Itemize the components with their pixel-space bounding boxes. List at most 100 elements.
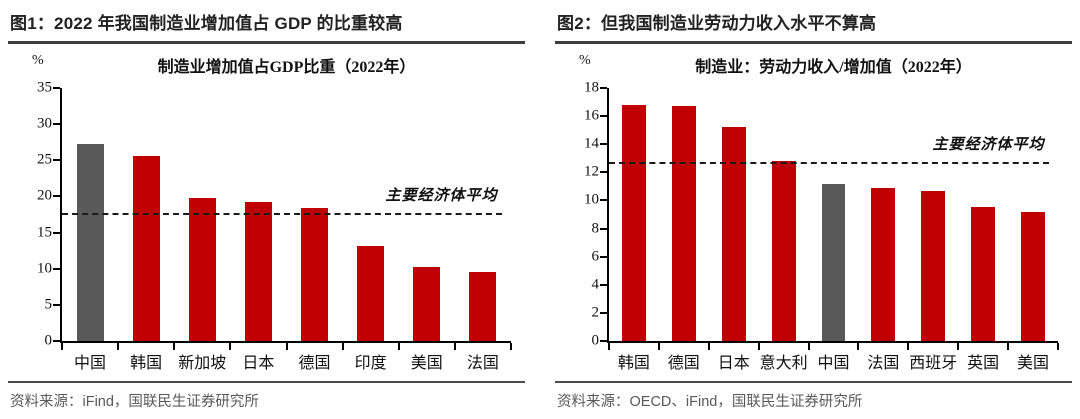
y-axis-tick-mark [600,143,607,146]
y-axis-tick-label: 25 [37,151,52,168]
y-axis-tick-label: 6 [591,248,600,265]
average-line [609,161,1050,164]
bar-韩国 [132,155,160,341]
x-axis-label-中国: 中国 [74,355,107,372]
bar-韩国 [621,104,646,341]
bar-印度 [357,246,385,341]
x-axis-tick-mark [453,343,456,350]
chart-title: 制造业增加值占GDP比重（2022年） [157,59,416,76]
average-line-label: 主要经济体平均 [932,136,1045,153]
bar-中国 [76,144,104,341]
x-axis-tick-mark [1007,343,1010,350]
x-axis-label-日本: 日本 [717,355,750,372]
x-axis-tick-mark [657,343,660,350]
x-axis-label-意大利: 意大利 [759,355,808,372]
y-axis-tick-mark [53,340,60,342]
x-axis-tick-mark [61,343,63,350]
x-axis-label-印度: 印度 [354,355,387,372]
y-axis-tick-mark [600,227,607,230]
x-axis-tick-mark [1057,343,1059,350]
y-axis-tick-label: 8 [591,220,600,237]
x-axis-tick-mark [957,343,960,350]
bar-日本 [721,127,746,341]
chart-title: 制造业：劳动力收入/增加值（2022年） [695,59,972,76]
bar-英国 [971,207,996,341]
y-axis-tick-label: 18 [584,79,599,96]
figure-2: 图2：但我国制造业劳动力收入水平不算高 % 制造业：劳动力收入/增加值（2022年… [555,5,1072,413]
bar-美国 [1021,211,1046,341]
bar-意大利 [771,161,796,341]
figure-2-chart: % 制造业：劳动力收入/增加值（2022年） 0 2 4 6 8 10 12 14 16 18 韩国 德国… [555,44,1072,381]
x-axis-label-德国: 德国 [667,355,700,372]
y-axis-tick-label: 35 [37,79,52,96]
y-axis-tick-mark [53,123,60,126]
y-axis-tick-mark [600,340,607,342]
x-axis-tick-mark [341,343,344,350]
y-axis-tick-label: 16 [584,107,599,124]
figure-1: 图1：2022 年我国制造业增加值占 GDP 的比重较高 % 制造业增加值占GDP… [8,5,525,413]
x-axis-tick-mark [807,343,810,350]
x-axis-tick-mark [285,343,288,350]
plot-area: 0 5 10 15 20 25 30 35 中国 韩国 新加坡 日本 德国 印度 美国 法国 主要经济体平均 [37,80,512,372]
x-axis-tick-mark [608,343,610,350]
y-axis-tick-label: 30 [37,115,52,132]
y-axis-tick-mark [600,115,607,118]
x-axis-tick-mark [510,343,512,350]
y-axis-tick-label: 12 [584,163,599,180]
figure-1-source: 资料来源：iFind，国联民生证券研究所 [8,381,525,413]
average-line-label: 主要经济体平均 [385,188,498,205]
y-axis-tick-label: 20 [37,187,52,204]
y-axis-tick-label: 10 [584,191,599,208]
y-axis-tick-mark [53,195,60,198]
y-axis-tick-mark [600,87,607,89]
x-axis-label-法国: 法国 [867,355,900,372]
bar-法国 [469,272,497,341]
x-axis-tick-mark [173,343,176,350]
y-axis-tick-label: 2 [591,304,600,321]
x-axis-label-德国: 德国 [298,355,331,372]
y-axis-tick-mark [53,87,60,89]
y-axis-tick-mark [600,199,607,202]
y-axis-tick-label: 5 [44,296,53,313]
bar-德国 [671,106,696,341]
x-axis-tick-mark [397,343,400,350]
x-axis-tick-mark [229,343,232,350]
y-axis-tick-mark [600,255,607,258]
average-line [62,213,503,216]
y-axis-tick-label: 0 [44,332,53,349]
y-axis-tick-mark [600,171,607,174]
figure-1-chart: % 制造业增加值占GDP比重（2022年） 0 5 10 15 20 25 30 35 中国 韩国 新加… [8,44,525,381]
bar-中国 [821,183,846,341]
bar-美国 [413,266,441,341]
y-axis-tick-label: 4 [591,276,600,293]
x-axis-label-中国: 中国 [817,355,850,372]
x-axis-tick-mark [907,343,910,350]
figure-2-source: 资料来源：OECD、iFind，国联民生证券研究所 [555,381,1072,413]
bar-日本 [244,201,272,341]
figure-1-header: 图1：2022 年我国制造业增加值占 GDP 的比重较高 [8,5,525,44]
x-axis-label-韩国: 韩国 [617,355,650,372]
bar-法国 [871,187,896,341]
y-axis-tick-mark [53,231,60,234]
y-axis-tick-mark [600,311,607,314]
y-axis-tick-mark [53,303,60,306]
x-axis-label-西班牙: 西班牙 [909,355,958,372]
y-axis-tick-label: 0 [591,332,600,349]
bar-新加坡 [188,197,216,341]
x-axis-tick-mark [757,343,760,350]
x-axis-tick-mark [707,343,710,350]
y-axis-tick-mark [53,159,60,162]
y-axis-tick-label: 14 [584,135,599,152]
y-axis-tick-label: 15 [37,224,52,241]
x-axis-label-英国: 英国 [967,355,1000,372]
x-axis-label-韩国: 韩国 [130,355,163,372]
x-axis-label-新加坡: 新加坡 [178,355,227,372]
x-axis-tick-mark [857,343,860,350]
figure-2-header: 图2：但我国制造业劳动力收入水平不算高 [555,5,1072,44]
plot-area: 0 2 4 6 8 10 12 14 16 18 韩国 德国 日本 意大利 中国 法国 西班牙 英国 美国 主要经济体… [584,80,1059,372]
x-axis-label-法国: 法国 [466,355,499,372]
bar-西班牙 [921,190,946,341]
y-axis-unit-label: % [579,53,591,68]
x-axis-label-美国: 美国 [410,355,443,372]
